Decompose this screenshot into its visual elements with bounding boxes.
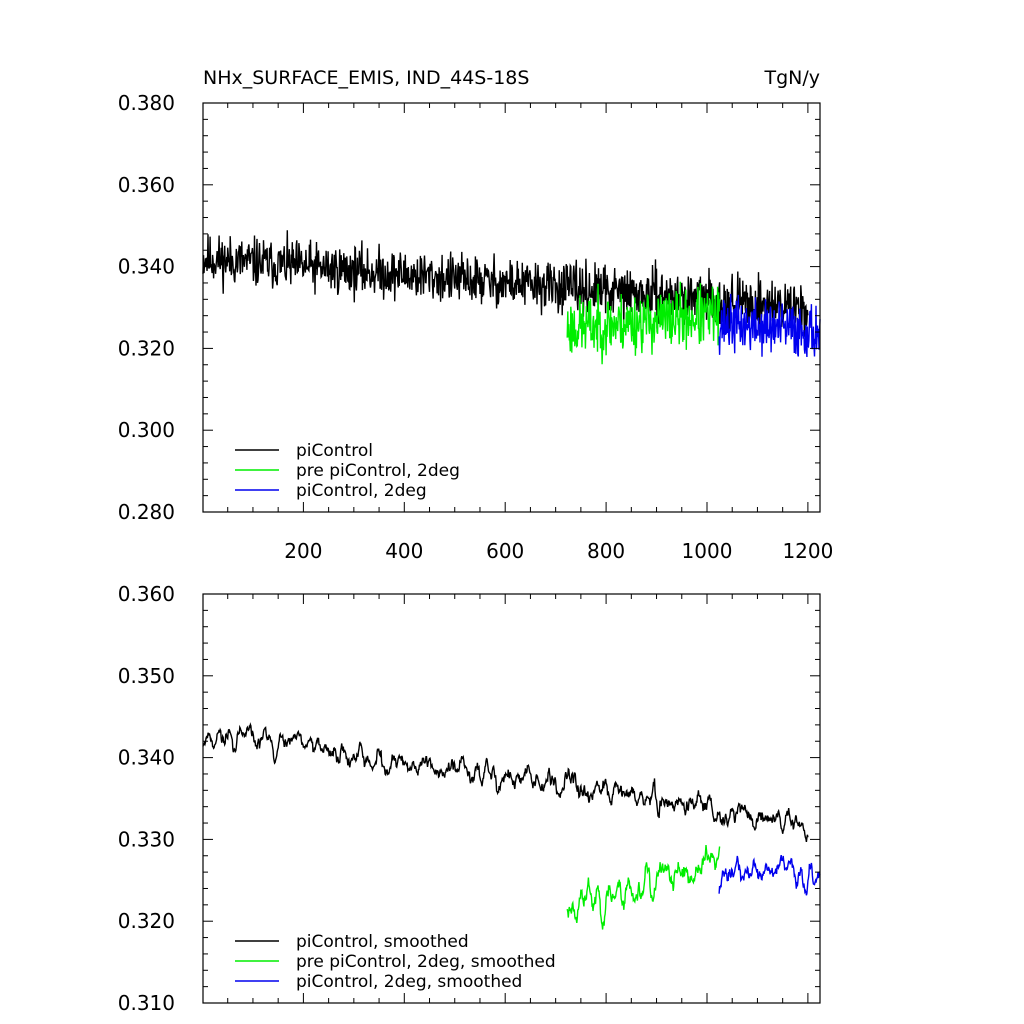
y-tick-label: 0.380 (118, 91, 175, 115)
bottom-series-lines (202, 722, 821, 930)
y-tick-label: 0.330 (118, 827, 175, 851)
y-tick-label: 0.340 (118, 746, 175, 770)
legend-entry: piControl, 2deg (296, 481, 427, 501)
bottom-plot-frame (202, 593, 821, 1004)
y-tick-label: 0.310 (118, 991, 175, 1015)
x-tick-label: 400 (385, 539, 423, 563)
top-panel: NHx_SURFACE_EMIS, IND_44S-18S TgN/y 0.28… (118, 67, 834, 563)
top-plot-frame (202, 102, 821, 513)
y-tick-label: 0.360 (118, 173, 175, 197)
bottom-axis-ticks (203, 593, 820, 1004)
legend-entry: pre piControl, 2deg, smoothed (296, 952, 556, 972)
x-tick-label: 1000 (682, 539, 733, 563)
bottom-panel: 0.310 0.320 0.330 0.340 0.350 0.360 piControl… (118, 582, 821, 1015)
y-tick-label: 0.350 (118, 664, 175, 688)
top-title-right: TgN/y (763, 67, 820, 89)
bottom-y-tick-labels: 0.310 0.320 0.330 0.340 0.350 0.360 (118, 582, 175, 1015)
y-tick-label: 0.300 (118, 418, 175, 442)
x-tick-label: 800 (587, 539, 625, 563)
x-tick-label: 1200 (782, 539, 833, 563)
series-line-2 (566, 281, 721, 365)
series-line-3 (718, 293, 821, 358)
x-tick-label: 200 (284, 539, 322, 563)
y-tick-label: 0.280 (118, 500, 175, 524)
y-tick-label: 0.320 (118, 909, 175, 933)
x-tick-label: 600 (486, 539, 524, 563)
series-line-2 (566, 845, 721, 930)
y-tick-label: 0.320 (118, 336, 175, 360)
legend-entry: pre piControl, 2deg (296, 461, 460, 481)
top-title-left: NHx_SURFACE_EMIS, IND_44S-18S (203, 67, 529, 89)
y-tick-label: 0.360 (118, 582, 175, 606)
legend-entry: piControl, smoothed (296, 932, 469, 952)
series-line-3 (718, 854, 821, 896)
top-y-tick-labels: 0.280 0.300 0.320 0.340 0.360 0.380 (118, 91, 175, 524)
legend-entry: piControl, 2deg, smoothed (296, 972, 522, 992)
series-line-1 (202, 722, 809, 843)
top-axis-ticks (203, 102, 820, 513)
top-x-tick-labels: 200 400 600 800 1000 1200 (284, 539, 833, 563)
y-tick-label: 0.340 (118, 255, 175, 279)
legend-entry: piControl (296, 441, 373, 461)
top-series-lines (202, 230, 821, 365)
series-line-1 (202, 230, 809, 337)
